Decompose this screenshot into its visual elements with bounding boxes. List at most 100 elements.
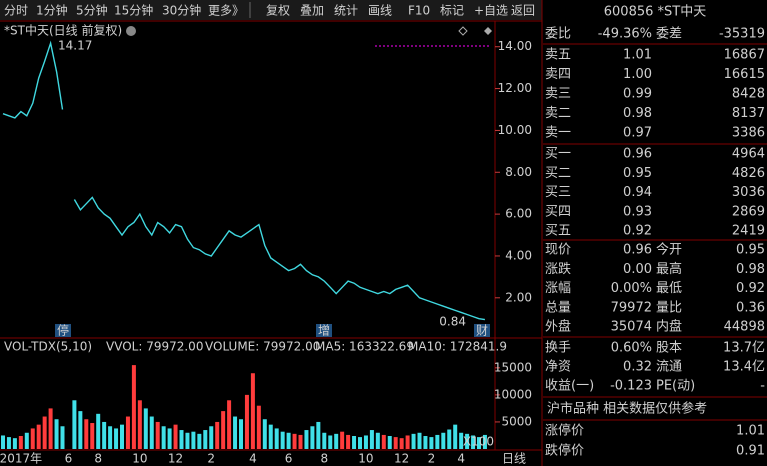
volume-bar <box>125 416 130 449</box>
volume-bar <box>393 437 398 449</box>
stat-label: 总量 <box>545 300 571 315</box>
finance-label: 收益(一) <box>545 379 594 394</box>
bid-value: 0.93 <box>623 204 652 219</box>
toolbar-button[interactable]: 30分钟 <box>162 3 201 18</box>
stock-header: 600856 *ST中天 <box>604 5 706 20</box>
x-tick-label: 4 <box>249 452 257 466</box>
finance-value: 13.7亿 <box>723 341 765 356</box>
toolbar-button[interactable]: 统计 <box>334 4 358 18</box>
stat-value: 0.95 <box>736 243 765 258</box>
diamond-icon[interactable] <box>484 27 492 35</box>
stat-value: 44898 <box>724 320 765 335</box>
ask-value: 0.99 <box>623 87 652 102</box>
toolbar-button[interactable]: 返回 <box>511 4 535 18</box>
toolbar-button[interactable]: 叠加 <box>300 4 324 18</box>
volume-bar <box>280 431 285 449</box>
volume-bar <box>250 373 255 449</box>
volume-bar <box>292 433 297 449</box>
event-marker[interactable]: 增 <box>318 324 330 338</box>
volume-bar <box>387 436 392 449</box>
ask-value: 3386 <box>732 126 765 141</box>
volume-bar <box>137 400 142 449</box>
x-tick-label: 8 <box>320 452 328 466</box>
toolbar-button[interactable]: 15分钟 <box>114 3 153 18</box>
y-tick-label: 4.00 <box>505 248 532 262</box>
ask-value: 1.01 <box>623 48 652 63</box>
volume-bar <box>435 434 440 449</box>
toolbar-button[interactable]: 更多》 <box>208 4 244 18</box>
ask-value: 16867 <box>724 48 765 63</box>
ask-label: 卖一 <box>545 126 571 141</box>
volume-bar <box>161 426 166 449</box>
toolbar-button[interactable]: 标记 <box>440 4 464 18</box>
stat-value: 79972 <box>611 300 652 315</box>
volume-bar <box>459 432 464 449</box>
toolbar-button[interactable]: +自选 <box>474 4 508 18</box>
event-marker[interactable]: 财 <box>476 324 488 338</box>
stat-label: 最高 <box>656 261 682 277</box>
x-tick-label: 8 <box>94 452 102 466</box>
y-tick-label: 12.00 <box>498 81 532 95</box>
volume-bar <box>417 432 422 449</box>
stat-label: 今开 <box>656 242 682 258</box>
period-label: 日线 <box>502 452 526 466</box>
marker-bg <box>55 324 71 337</box>
volume-bar <box>42 416 47 449</box>
x-tick-label: 2 <box>428 452 436 466</box>
volume-bar <box>1 435 5 449</box>
volume-bar <box>352 436 357 449</box>
y-tick-label: 10000 <box>494 387 532 401</box>
toolbar-button[interactable]: F10 <box>408 4 430 18</box>
volume-bar <box>405 435 410 449</box>
volume-header: MA10: 172841.9 <box>408 340 507 354</box>
volume-bar <box>369 430 374 449</box>
toolbar-button[interactable]: 分时 <box>4 4 28 18</box>
volume-bar <box>399 438 404 449</box>
volume-bar <box>167 428 172 449</box>
finance-value: - <box>760 379 765 394</box>
stat-value: 0.92 <box>736 281 765 296</box>
finance-label: 净资 <box>545 360 571 375</box>
stat-value: 0.96 <box>623 243 652 258</box>
volume-bar <box>60 426 65 449</box>
event-marker[interactable]: 停 <box>57 323 69 338</box>
bid-label: 买二 <box>545 166 571 181</box>
toolbar-button[interactable]: 复权 <box>266 4 290 18</box>
volume-bar <box>48 408 53 449</box>
toolbar-button[interactable]: 5分钟 <box>76 3 108 18</box>
bid-label: 买三 <box>545 185 571 200</box>
title-menu-icon[interactable] <box>126 26 136 36</box>
x-tick-label: 6 <box>65 452 73 466</box>
x-tick-label: 6 <box>285 452 293 466</box>
volume-bar <box>155 421 160 449</box>
x-tick-label: 10 <box>132 452 147 466</box>
volume-bar <box>36 424 41 449</box>
scale-label: X100 <box>463 435 494 449</box>
stat-value: 35074 <box>611 320 652 335</box>
finance-label: 换手 <box>545 341 571 356</box>
bid-label: 买一 <box>545 147 571 162</box>
toolbar-button[interactable]: 画线 <box>368 4 392 18</box>
stat-value: 0.00% <box>611 281 652 296</box>
finance-value: 0.60% <box>611 341 652 356</box>
volume-bar <box>30 428 35 449</box>
ask-value: 0.98 <box>623 106 652 121</box>
volume-bar <box>411 433 416 449</box>
volume-bar <box>227 400 232 449</box>
volume-bar <box>209 426 214 449</box>
toolbar-button[interactable]: 1分钟 <box>36 3 68 18</box>
x-tick-label: 2 <box>207 452 215 466</box>
diamond-icon[interactable] <box>458 26 468 36</box>
volume-bar <box>477 437 481 449</box>
volume-header: VOLUME: 79972.00 <box>205 340 320 354</box>
y-tick-label: 10.00 <box>498 123 532 137</box>
ratio-value: -35319 <box>719 27 765 42</box>
volume-bar <box>24 432 29 449</box>
bid-label: 买四 <box>545 204 571 219</box>
volume-bar <box>102 421 107 449</box>
bid-value: 0.96 <box>623 147 652 162</box>
volume-bar <box>191 431 196 449</box>
bid-value: 0.95 <box>623 166 652 181</box>
volume-bar <box>363 435 368 449</box>
volume-bar <box>465 433 470 449</box>
